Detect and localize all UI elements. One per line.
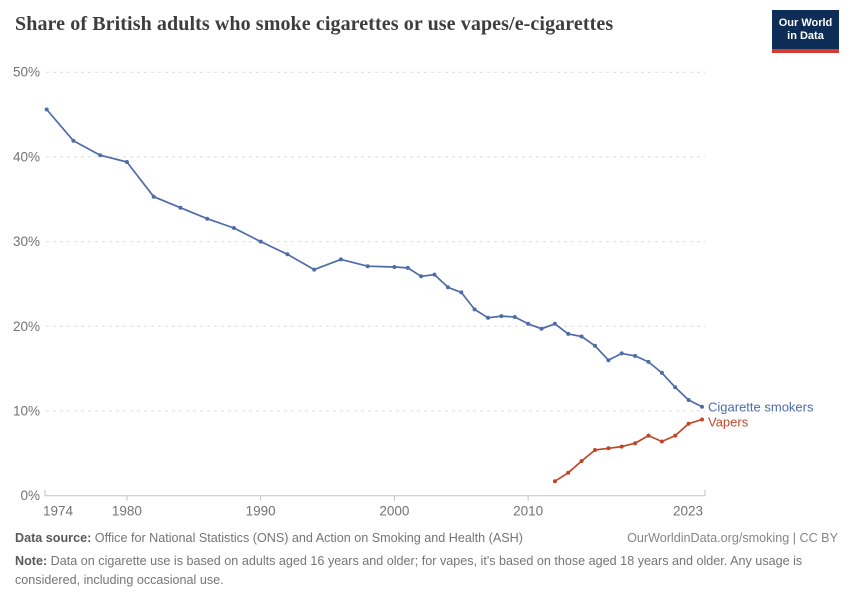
series-end-label-vapers: Vapers: [708, 414, 749, 429]
data-point-marker-vapers: [673, 433, 678, 438]
data-point-marker-cigarette-smokers: [539, 326, 544, 331]
footer-source-row: Data source: Office for National Statist…: [15, 529, 838, 547]
x-axis-label: 2010: [513, 504, 543, 519]
data-point-marker-cigarette-smokers: [512, 315, 517, 319]
y-axis-label: 10%: [13, 404, 40, 419]
data-point-marker-cigarette-smokers: [593, 343, 597, 348]
y-axis-label: 30%: [13, 234, 40, 249]
data-point-marker-cigarette-smokers: [445, 285, 450, 290]
data-point-marker-vapers: [619, 444, 624, 449]
data-point-marker-vapers: [700, 417, 704, 422]
y-axis-label: 40%: [13, 149, 40, 164]
note-text: Data on cigarette use is based on adults…: [15, 554, 803, 587]
data-point-marker-cigarette-smokers: [566, 331, 571, 336]
owid-logo-text: Our World in Data: [772, 10, 839, 49]
data-point-marker-cigarette-smokers: [151, 194, 156, 199]
attribution-link[interactable]: OurWorldinData.org/smoking | CC BY: [627, 531, 838, 545]
data-point-marker-cigarette-smokers: [700, 404, 704, 409]
data-point-marker-cigarette-smokers: [231, 226, 236, 230]
data-point-marker-cigarette-smokers: [646, 359, 651, 364]
data-point-marker-cigarette-smokers: [419, 274, 424, 279]
data-point-marker-cigarette-smokers: [258, 239, 263, 244]
data-point-marker-vapers: [686, 421, 691, 426]
series-line-vapers: [554, 418, 703, 483]
data-point-marker-cigarette-smokers: [71, 138, 76, 143]
series-end-label-cigarette-smokers: Cigarette smokers: [708, 399, 814, 414]
data-point-marker-cigarette-smokers: [459, 290, 464, 295]
x-axis-label: 1974: [43, 504, 74, 519]
data-point-marker-cigarette-smokers: [178, 205, 183, 210]
x-axis-label: 1980: [112, 504, 142, 519]
data-point-marker-cigarette-smokers: [686, 398, 691, 402]
data-point-marker-cigarette-smokers: [44, 107, 49, 112]
data-point-marker-cigarette-smokers: [285, 252, 290, 257]
data-point-marker-cigarette-smokers: [312, 267, 317, 272]
data-point-marker-cigarette-smokers: [526, 321, 531, 326]
data-point-marker-vapers: [606, 446, 611, 451]
data-point-marker-cigarette-smokers: [432, 272, 437, 277]
data-point-marker-cigarette-smokers: [633, 353, 638, 358]
owid-logo-line1: Our World: [778, 16, 833, 29]
x-axis-label: 1990: [246, 504, 276, 519]
data-source-label: Data source:: [15, 531, 92, 545]
data-point-marker-cigarette-smokers: [205, 216, 210, 221]
data-point-marker-cigarette-smokers: [124, 160, 129, 164]
data-point-marker-cigarette-smokers: [98, 153, 103, 158]
data-point-marker-cigarette-smokers: [405, 265, 410, 270]
series-line-cigarette-smokers: [45, 108, 703, 408]
data-point-marker-vapers: [593, 448, 597, 452]
note-label: Note:: [15, 554, 48, 569]
chart-footer: Data source: Office for National Statist…: [15, 529, 838, 589]
owid-logo: Our World in Data: [772, 10, 839, 53]
data-point-marker-cigarette-smokers: [606, 358, 611, 363]
data-point-marker-vapers: [646, 433, 651, 438]
data-point-marker-vapers: [579, 459, 584, 463]
x-axis-label: 2000: [379, 504, 409, 519]
y-axis-label: 20%: [13, 319, 40, 334]
data-point-marker-cigarette-smokers: [338, 257, 343, 262]
data-source-text: Office for National Statistics (ONS) and…: [91, 531, 523, 545]
data-point-marker-vapers: [659, 439, 664, 444]
data-point-marker-vapers: [633, 441, 638, 446]
data-point-marker-cigarette-smokers: [673, 385, 678, 390]
data-point-marker-cigarette-smokers: [619, 351, 624, 356]
data-point-marker-cigarette-smokers: [486, 315, 490, 320]
y-axis-label: 50%: [13, 65, 40, 80]
data-source: Data source: Office for National Statist…: [15, 529, 523, 547]
page-title: Share of British adults who smoke cigare…: [15, 13, 614, 35]
y-axis-label: 0%: [20, 488, 40, 503]
footer-note: Note: Data on cigarette use is based on …: [15, 552, 838, 589]
data-point-marker-cigarette-smokers: [659, 370, 664, 375]
x-axis-label: 2023: [673, 504, 703, 519]
data-point-marker-cigarette-smokers: [579, 334, 584, 339]
data-point-marker-cigarette-smokers: [365, 264, 370, 269]
data-point-marker-cigarette-smokers: [392, 265, 397, 269]
owid-logo-line2: in Data: [787, 29, 824, 42]
data-point-marker-cigarette-smokers: [552, 321, 557, 326]
data-point-marker-cigarette-smokers: [472, 307, 477, 312]
owid-logo-accent-bar: [772, 49, 839, 53]
data-point-marker-cigarette-smokers: [499, 314, 504, 319]
data-point-marker-vapers: [552, 479, 557, 484]
data-point-marker-vapers: [566, 470, 571, 475]
